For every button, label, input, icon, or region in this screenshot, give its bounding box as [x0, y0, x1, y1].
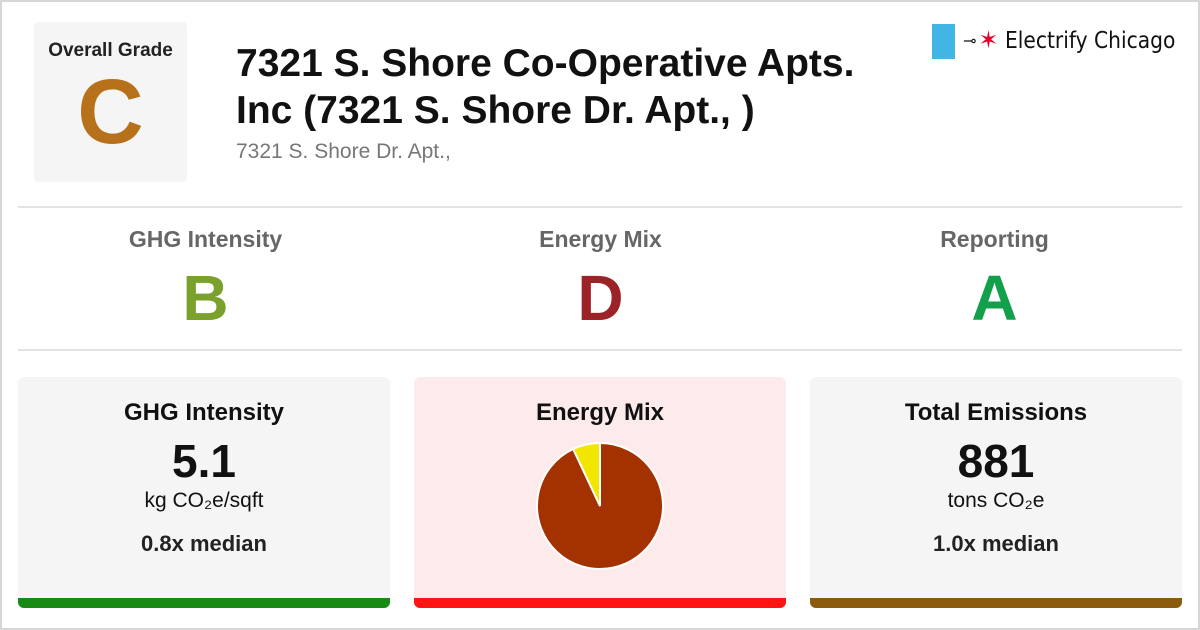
ghg-intensity-grade-label: GHG Intensity: [128, 226, 283, 252]
flag-bar-icon: [932, 23, 955, 59]
reporting-grade-letter: A: [971, 262, 1018, 334]
chicago-star-icon: ✶: [978, 27, 999, 54]
emissions-unit: tons CO₂e: [947, 489, 1045, 512]
ghg-value: 5.1: [172, 435, 236, 487]
ghg-card-title: GHG Intensity: [123, 399, 285, 426]
electrify-chicago-logo[interactable]: ⊸ ✶ Electrify Chicago: [932, 23, 1198, 59]
building-title: 7321 S. Shore Co-Operative Apts. Inc (73…: [236, 40, 916, 134]
building-title-line2: Inc (7321 S. Shore Dr. Apt., ): [236, 89, 755, 132]
energy-mix-grade-letter: D: [577, 262, 624, 334]
building-address: 7321 S. Shore Dr. Apt.,: [236, 140, 451, 163]
emissions-median: 1.0x median: [933, 531, 1059, 556]
divider-top: [18, 206, 1182, 208]
divider-middle: [18, 349, 1182, 351]
plug-icon: ⊸: [963, 33, 977, 50]
ghg-status-bar: [18, 598, 390, 608]
total-emissions-card: Total Emissions 881 tons CO₂e 1.0x media…: [810, 377, 1182, 608]
overall-grade-label: Overall Grade: [48, 40, 173, 61]
energy-mix-grade: Energy Mix D: [403, 226, 798, 333]
pie-slice-1: [571, 441, 601, 507]
emissions-card-title: Total Emissions: [904, 399, 1088, 426]
ghg-intensity-card: GHG Intensity 5.1 kg CO₂e/sqft 0.8x medi…: [18, 377, 390, 608]
overall-grade-letter: C: [77, 61, 144, 163]
emissions-status-bar: [810, 598, 1182, 608]
logo-name: Electrify Chicago: [1004, 28, 1175, 54]
energy-mix-card: Energy Mix: [414, 377, 786, 608]
ghg-unit: kg CO₂e/sqft: [144, 489, 264, 512]
reporting-grade: Reporting A: [797, 226, 1192, 333]
ghg-intensity-grade-letter: B: [182, 262, 229, 334]
building-title-line1: 7321 S. Shore Co-Operative Apts.: [236, 42, 855, 85]
energy-mix-pie-chart: [536, 441, 664, 570]
ghg-median: 0.8x median: [141, 531, 267, 556]
overall-grade-box: Overall Grade C: [34, 22, 187, 182]
emissions-value: 881: [957, 435, 1035, 487]
reporting-grade-label: Reporting: [940, 226, 1049, 252]
energy-card-title: Energy Mix: [535, 399, 665, 426]
energy-status-bar: [414, 598, 786, 608]
energy-mix-grade-label: Energy Mix: [539, 226, 662, 252]
ghg-intensity-grade: GHG Intensity B: [8, 226, 403, 333]
